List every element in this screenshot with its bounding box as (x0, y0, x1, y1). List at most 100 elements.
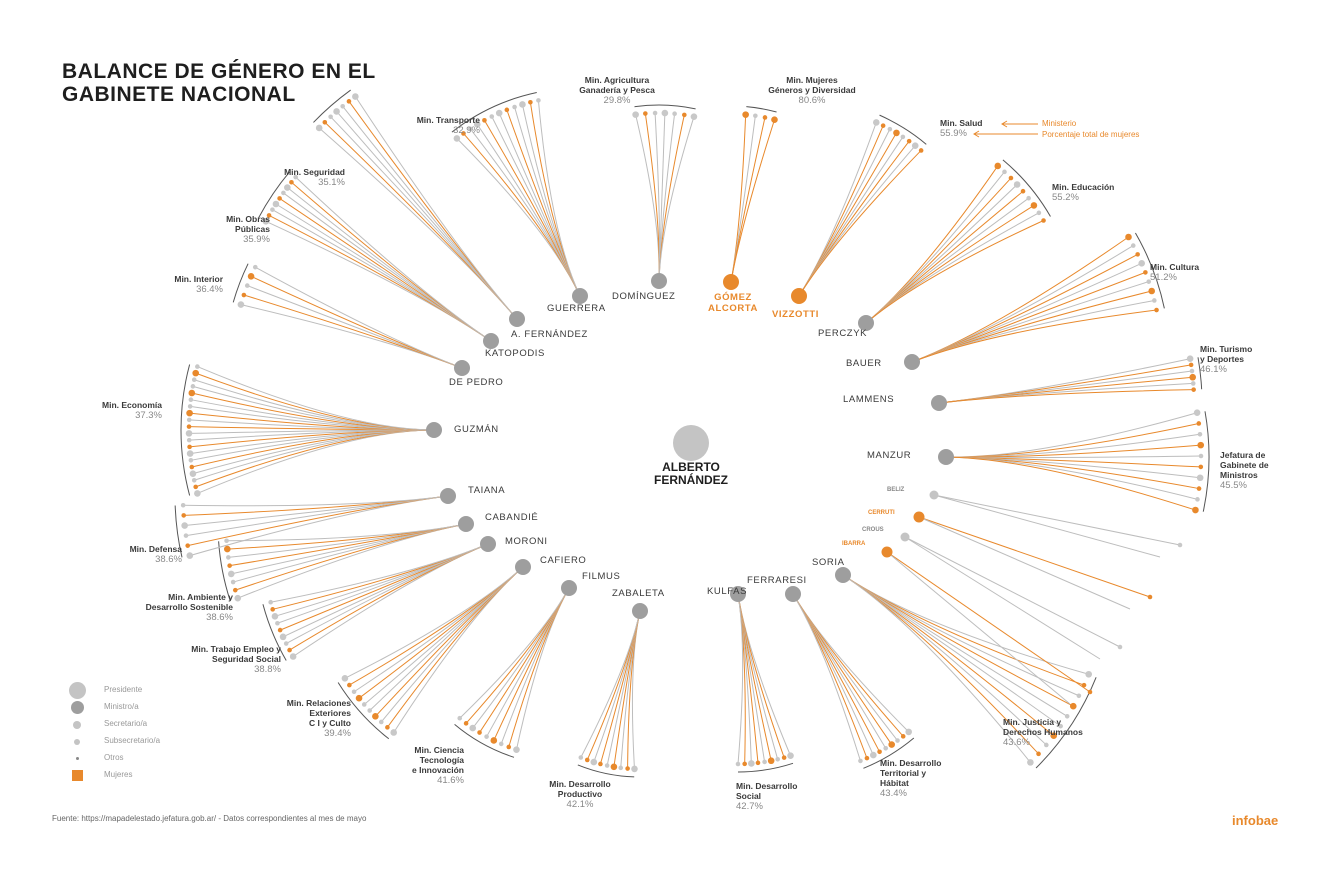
outer-arc (337, 682, 390, 740)
ministry-label-line: Min. Ambiente y (168, 592, 233, 602)
branch-woman (250, 275, 463, 369)
minister-name-perczyk: PERCZYK (818, 328, 867, 339)
leaf-man (1152, 298, 1157, 303)
leaf-man (188, 397, 194, 402)
leaf-man (270, 207, 275, 212)
leaf-man (252, 264, 258, 270)
secretary-branch (933, 494, 1181, 546)
fan-manzur (945, 409, 1210, 514)
minister-name-cabandie: CABANDIÉ (485, 512, 538, 523)
leaf-man (195, 364, 200, 369)
minister-node-kulfas (730, 586, 746, 602)
ministry-label-line: Jefatura de (1220, 450, 1266, 460)
ministry-label-line: Min. Economía (102, 400, 162, 410)
ministry-label-line: Min. Agricultura (585, 75, 650, 85)
leaf-woman (463, 721, 469, 726)
branch-man (911, 299, 1155, 363)
ministry-label-line: e Innovación (412, 765, 464, 775)
leaf-man (186, 450, 194, 457)
outer-arc (1002, 159, 1051, 217)
leaf-woman (900, 734, 906, 739)
leaf-man (188, 458, 194, 463)
ministry-label-line: Min. Turismo (1200, 344, 1252, 354)
minister-name-moroni: MORONI (505, 536, 548, 547)
branch-man (798, 145, 916, 297)
branch-woman (945, 456, 1196, 511)
fan-guerrera (451, 92, 581, 297)
branch-man (938, 370, 1193, 404)
leaf-woman (482, 118, 487, 123)
leaf-woman (781, 755, 787, 760)
leaf-man (870, 751, 877, 759)
leaf-woman (528, 99, 533, 105)
branch-woman (463, 133, 581, 297)
leaf-man (457, 715, 463, 721)
ministry-percentage: 35.1% (318, 177, 345, 188)
leaf-man (224, 538, 229, 544)
minister-name-ferraresi: FERRARESI (747, 575, 807, 586)
fan-taiana (174, 495, 449, 559)
ministry-label-line: Géneros y Diversidad (768, 85, 855, 95)
ministry-percentage: 55.9% (940, 128, 967, 139)
ministry-percentage: 37.3% (135, 410, 162, 421)
ministry-percentage: 43.6% (1003, 737, 1030, 748)
minister-node-gomez-alcorta (723, 274, 739, 290)
leaf-woman (1125, 233, 1132, 241)
title-line-2: GABINETE NACIONAL (62, 83, 296, 106)
leaf-man (1130, 243, 1136, 248)
ministry-label-line: Min. Seguridad (284, 167, 345, 177)
leaf-woman (277, 196, 282, 201)
leaf-woman (906, 138, 912, 144)
minister-node-moroni (480, 536, 496, 552)
leaf-man (858, 758, 863, 764)
branch-man (192, 385, 435, 431)
leaf-man (333, 108, 340, 115)
ministry-label-line: Gabinete de (1220, 460, 1269, 470)
ministry-label-line: Min. Justicia y (1003, 717, 1061, 727)
leaf-man (900, 134, 906, 140)
leaf-man (352, 93, 359, 100)
leaf-man (513, 746, 520, 753)
branch-woman (792, 593, 904, 737)
annotation-arrows (973, 120, 1038, 138)
leaf-man (226, 555, 231, 560)
leaf-woman (584, 757, 590, 763)
minister-node-guzman (426, 422, 442, 438)
leaf-man (390, 729, 398, 736)
ministry-label-line: Seguridad Social (212, 654, 281, 664)
branch-man (945, 456, 1198, 500)
leaf-man (190, 384, 196, 389)
president-node (673, 425, 709, 461)
branch-man (514, 106, 581, 297)
fan-vizzotti (798, 114, 927, 297)
outer-arc (737, 762, 794, 773)
secretary-leaf (1177, 542, 1183, 548)
ministry-percentage: 45.5% (1220, 480, 1247, 491)
branch-man (270, 543, 489, 603)
ministry-percentage: 80.6% (799, 95, 826, 106)
minister-name-de-pedro: DE PEDRO (449, 377, 503, 388)
fan-bauer (911, 232, 1165, 363)
leaf-woman (186, 409, 193, 417)
leaf-man (632, 111, 639, 118)
outer-arc (1035, 677, 1097, 769)
minister-node-katopodis (483, 333, 499, 349)
leaf-woman (193, 484, 198, 490)
ministry-percentage: 38.8% (254, 664, 281, 675)
branch-woman (730, 114, 747, 283)
leaf-woman (1196, 486, 1202, 491)
minister-name-a-fernandez: A. FERNÁNDEZ (511, 329, 588, 340)
tiny-circle-icon (58, 733, 96, 750)
leaf-woman (643, 111, 648, 116)
small-circle-icon (58, 716, 96, 733)
branch-woman (911, 309, 1157, 363)
leaf-man (227, 570, 235, 578)
minister-node-manzur (938, 449, 954, 465)
leaf-man (1138, 260, 1145, 267)
leaf-man (652, 110, 658, 116)
branch-man (459, 587, 570, 719)
leaf-woman (287, 647, 292, 653)
ministry-percentage: 42.7% (736, 801, 763, 812)
secretary-branch (918, 516, 1131, 610)
